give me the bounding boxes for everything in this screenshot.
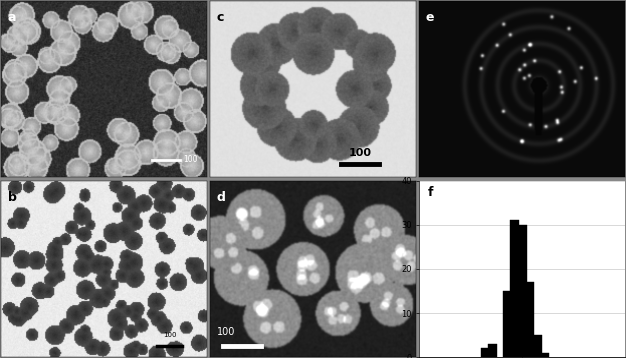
Text: d: d bbox=[217, 191, 226, 204]
Bar bbox=[488, 344, 498, 357]
Text: b: b bbox=[8, 191, 17, 204]
Text: 100: 100 bbox=[163, 333, 177, 338]
Bar bbox=[525, 282, 534, 357]
Bar bbox=[532, 335, 541, 357]
Bar bbox=[540, 353, 549, 357]
Bar bbox=[510, 220, 520, 357]
Text: e: e bbox=[426, 11, 434, 24]
Text: 100: 100 bbox=[349, 147, 372, 158]
Bar bbox=[481, 348, 490, 357]
Bar bbox=[517, 225, 527, 357]
Text: c: c bbox=[217, 11, 224, 24]
Bar bbox=[503, 291, 512, 357]
Text: 100: 100 bbox=[183, 155, 198, 164]
Text: f: f bbox=[428, 186, 433, 199]
Text: a: a bbox=[8, 11, 16, 24]
Text: 100: 100 bbox=[217, 328, 235, 338]
